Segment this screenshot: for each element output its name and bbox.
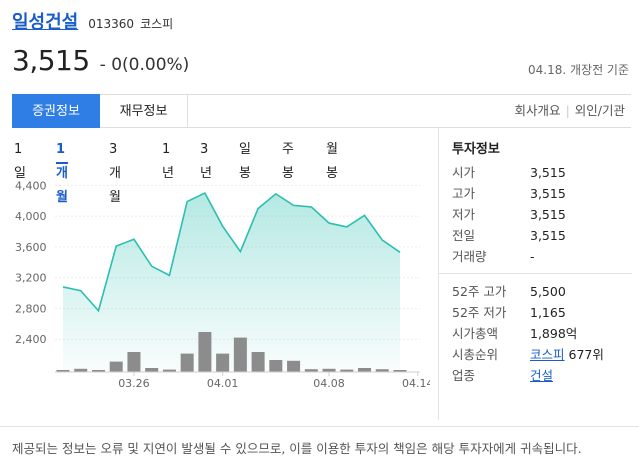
period-3m[interactable]: 3개월 — [109, 142, 121, 205]
volume-bar — [56, 370, 70, 372]
info-label: 시총순위 — [452, 347, 499, 362]
link-divider: | — [565, 103, 570, 118]
disclaimer: 제공되는 정보는 오류 및 지연이 발생될 수 있으므로, 이를 이용한 투자의… — [0, 426, 639, 464]
volume-bar — [180, 353, 194, 372]
period-daily[interactable]: 일봉 — [239, 142, 251, 181]
rank-market-link[interactable]: 코스피 — [530, 347, 565, 362]
period-weekly[interactable]: 주봉 — [282, 142, 294, 181]
info-value: 1,165 — [530, 305, 566, 320]
volume-bar — [251, 352, 265, 372]
current-price: 3,515 — [12, 44, 90, 77]
info-label: 거래량 — [452, 249, 487, 264]
volume-bar — [216, 353, 230, 372]
foreign-institution-link[interactable]: 외인/기관 — [574, 103, 625, 118]
info-row: 거래량 - — [452, 246, 632, 267]
volume-bar — [393, 370, 407, 372]
y-tick-label: 3,200 — [15, 272, 47, 285]
info-label: 시가 — [452, 165, 476, 180]
info-label: 52주 고가 — [452, 284, 507, 299]
volume-bar — [358, 368, 372, 372]
volume-bar — [287, 360, 301, 372]
info-value: 3,515 — [530, 186, 566, 201]
info-label: 52주 저가 — [452, 305, 507, 320]
y-tick-label: 4,000 — [15, 210, 47, 223]
investment-info-panel: 투자정보 시가 3,515 고가 3,515 저가 3,515 전일 3,515 거래량… — [438, 138, 632, 386]
volume-bar — [375, 369, 389, 372]
volume-bar — [269, 360, 283, 372]
volume-bar — [304, 369, 318, 372]
tab-bar: 증권정보 재무정보 회사개요 | 외인/기관 — [12, 94, 631, 128]
y-tick-label: 3,600 — [15, 241, 47, 254]
period-1d[interactable]: 1일 — [14, 142, 26, 181]
info-row: 52주 고가 5,500 — [452, 281, 632, 302]
rank-value: 677위 — [568, 347, 604, 362]
volume-bar — [109, 361, 123, 372]
tab-links: 회사개요 | 외인/기관 — [515, 95, 625, 127]
company-overview-link[interactable]: 회사개요 — [514, 103, 561, 118]
info-value: 3,515 — [530, 165, 566, 180]
volume-bar — [145, 368, 159, 372]
price-change: - 0(0.00%) — [99, 55, 190, 75]
volume-bar — [127, 352, 141, 372]
x-tick-label: 04.14 — [402, 377, 430, 390]
info-label: 고가 — [452, 186, 476, 201]
y-tick-label: 4,400 — [15, 179, 47, 192]
info-label: 저가 — [452, 207, 476, 222]
y-tick-label: 2,800 — [15, 302, 47, 315]
stock-name-link[interactable]: 일성건설 — [12, 12, 79, 33]
info-row: 고가 3,515 — [452, 183, 632, 204]
price-chart: 4,400 4,000 3,600 3,200 2,800 2,400 03.26 04.01… — [15, 179, 430, 390]
info-row: 시가총액 1,898억 — [452, 323, 632, 344]
price-line — [62, 192, 401, 313]
stock-code: 013360 — [88, 17, 135, 31]
period-monthly[interactable]: 월봉 — [326, 142, 338, 181]
info-row: 전일 3,515 — [452, 225, 632, 246]
volume-bar — [162, 369, 176, 372]
info-value: 3,515 — [530, 207, 566, 222]
info-title: 투자정보 — [452, 142, 500, 157]
y-tick-label: 2,400 — [15, 333, 47, 346]
volume-bar — [198, 332, 212, 372]
info-row: 시가 3,515 — [452, 162, 632, 183]
volume-bar — [74, 368, 88, 372]
info-value: - — [530, 249, 535, 264]
period-3y[interactable]: 3년 — [200, 142, 212, 181]
volume-bar — [233, 337, 247, 372]
info-label: 시가총액 — [452, 326, 499, 341]
info-value: 코스피 677위 — [530, 344, 604, 365]
info-label: 전일 — [452, 228, 476, 243]
period-1m[interactable]: 1개월 — [56, 138, 68, 205]
volume-bar — [91, 370, 105, 372]
price-area — [63, 193, 400, 372]
info-value: 1,898억 — [530, 326, 578, 341]
tab-financial-info[interactable]: 재무정보 — [100, 94, 188, 128]
sector-link[interactable]: 건설 — [530, 368, 554, 383]
price-row: 3,515 - 0(0.00%) — [12, 44, 189, 77]
info-label: 업종 — [452, 368, 476, 383]
tab-securities-info[interactable]: 증권정보 — [12, 94, 100, 128]
x-tick-label: 03.26 — [118, 377, 150, 390]
period-1y[interactable]: 1년 — [162, 142, 174, 181]
volume-bar — [322, 368, 336, 372]
stock-market: 코스피 — [140, 17, 174, 31]
info-row: 52주 저가 1,165 — [452, 302, 632, 323]
x-tick-label: 04.01 — [207, 377, 239, 390]
info-row: 업종 건설 — [452, 365, 632, 386]
panel-divider — [438, 128, 439, 420]
date-status: 04.18. 개장전 기준 — [528, 63, 629, 77]
info-row: 시총순위 코스피 677위 — [452, 344, 632, 365]
info-value: 건설 — [530, 365, 553, 386]
info-row: 저가 3,515 — [452, 204, 632, 225]
x-tick-label: 04.08 — [313, 377, 345, 390]
stock-header: 일성건설 013360 코스피 — [12, 8, 173, 38]
volume-bar — [340, 369, 354, 372]
info-divider — [438, 273, 632, 274]
info-value: 5,500 — [530, 284, 566, 299]
info-value: 3,515 — [530, 228, 566, 243]
